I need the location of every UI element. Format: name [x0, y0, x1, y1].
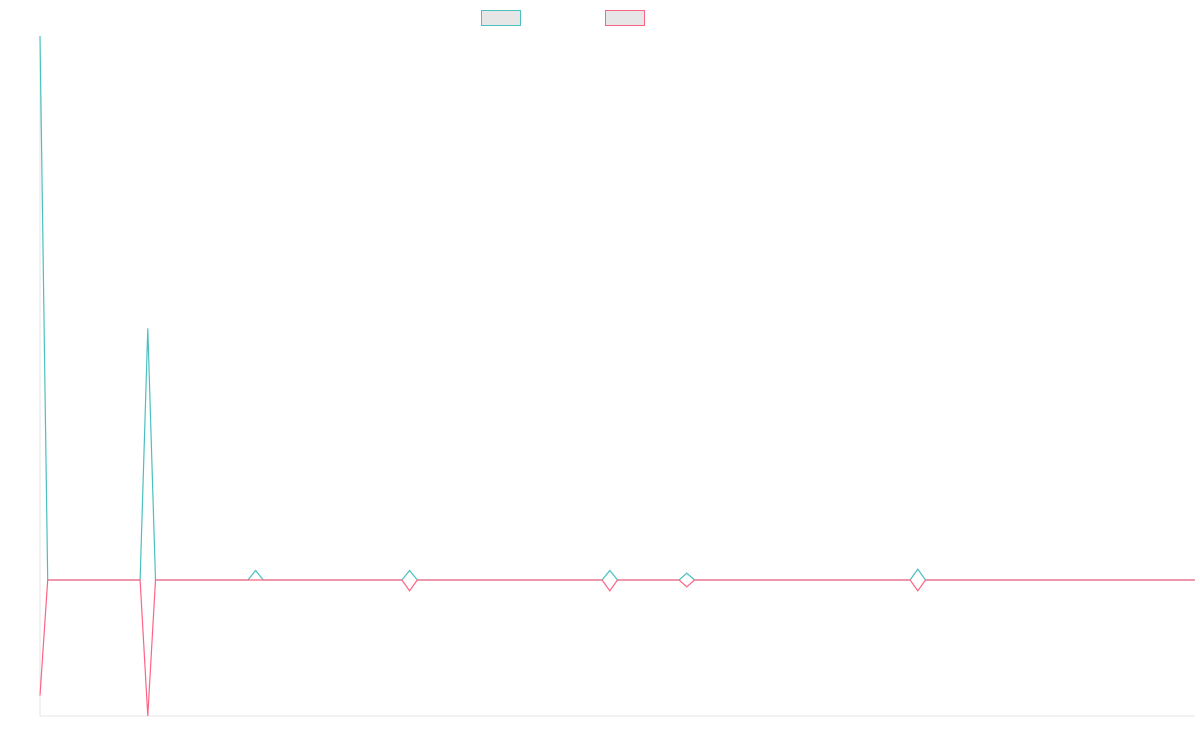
series-line-2 [39, 579, 1195, 717]
legend-swatch-2[interactable] [605, 10, 645, 26]
legend[interactable] [481, 10, 645, 26]
legend-swatch-1[interactable] [481, 10, 521, 26]
series-line-1 [39, 35, 1195, 581]
axes [39, 36, 1195, 717]
series-layer [39, 35, 1195, 717]
